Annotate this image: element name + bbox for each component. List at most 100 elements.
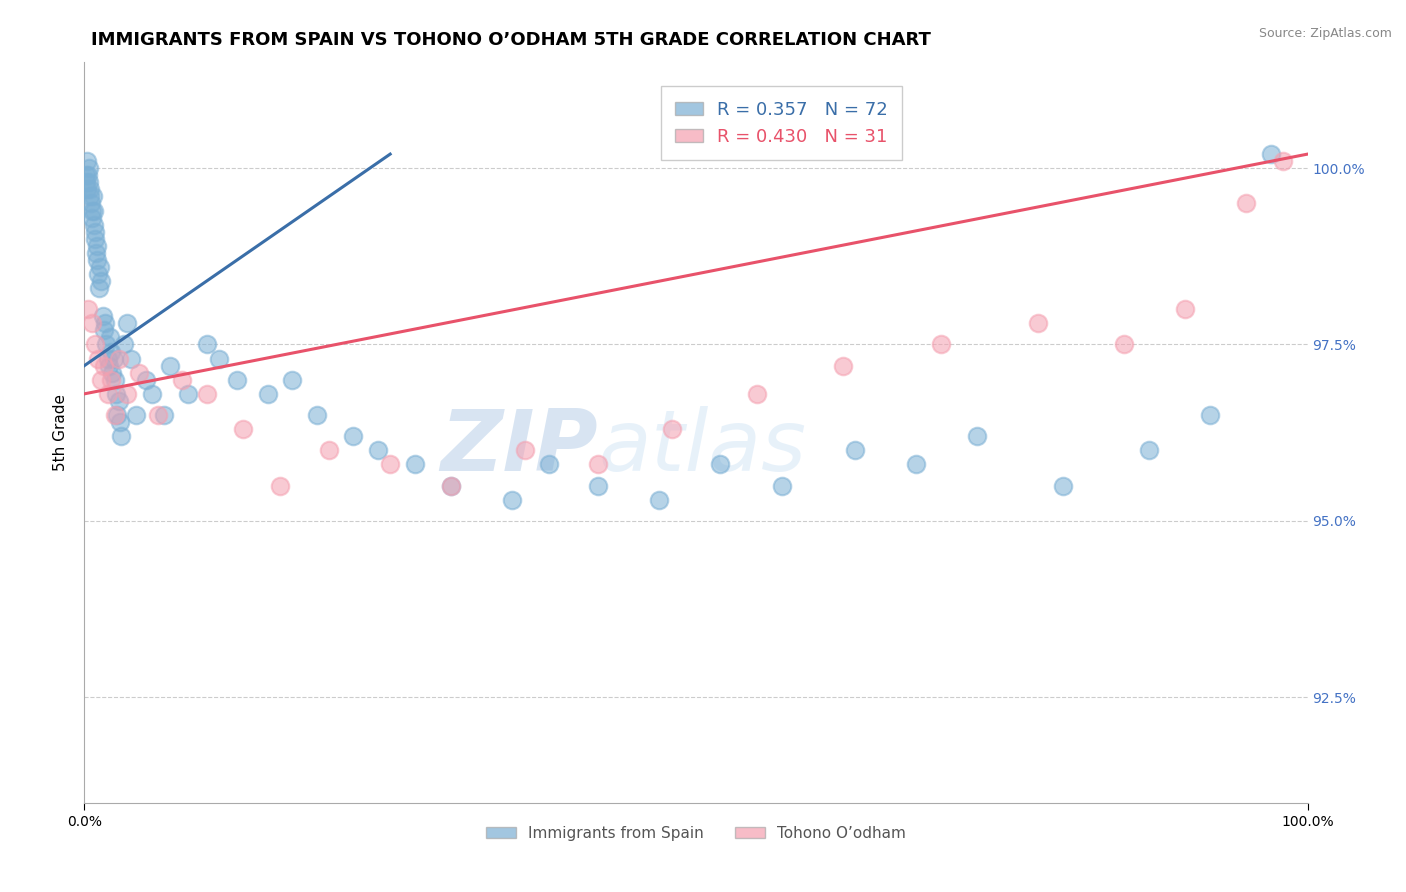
Point [107,351,129,366]
Point [440,478,463,492]
Legend: Immigrants from Spain, Tohono O’odham: Immigrants from Spain, Tohono O’odham [479,820,912,847]
Point [1174,302,1197,317]
Point [128,366,150,380]
Point [97,359,120,373]
Point [1272,154,1295,169]
Point [105,387,128,401]
Point [281,373,304,387]
Point [112,337,135,351]
Point [747,387,769,401]
Point [80,316,103,330]
Point [115,316,138,330]
Point [84,232,107,246]
Point [1260,147,1282,161]
Point [87,281,110,295]
Point [77,175,100,189]
Point [269,478,291,492]
Point [91,310,114,324]
Point [97,387,120,401]
Text: atlas: atlas [598,406,806,489]
Y-axis label: 5th Grade: 5th Grade [52,394,67,471]
Point [159,359,181,373]
Point [195,337,218,351]
Point [538,458,561,472]
Point [75,168,97,182]
Point [80,196,103,211]
Point [77,302,100,317]
Point [96,337,118,351]
Point [82,211,104,225]
Point [84,245,107,260]
Point [380,458,402,472]
Point [93,323,115,337]
Point [232,422,254,436]
Point [79,189,101,203]
Point [100,344,122,359]
Point [135,373,157,387]
Point [83,225,105,239]
Point [440,478,463,492]
Point [226,373,249,387]
Point [342,429,364,443]
Point [90,373,112,387]
Point [257,387,280,401]
Point [905,458,928,472]
Point [208,351,231,366]
Point [844,443,866,458]
Point [141,387,163,401]
Point [195,387,218,401]
Point [97,351,120,366]
Point [108,415,131,429]
Point [115,387,138,401]
Point [1198,408,1220,422]
Text: IMMIGRANTS FROM SPAIN VS TOHONO O’ODHAM 5TH GRADE CORRELATION CHART: IMMIGRANTS FROM SPAIN VS TOHONO O’ODHAM … [91,31,931,49]
Point [367,443,389,458]
Point [101,366,124,380]
Point [177,387,200,401]
Point [90,274,112,288]
Point [83,218,105,232]
Point [100,373,122,387]
Point [80,203,103,218]
Point [502,492,524,507]
Point [89,260,111,274]
Point [84,337,107,351]
Point [404,458,426,472]
Point [107,393,129,408]
Point [586,478,609,492]
Point [79,182,101,196]
Point [82,189,104,203]
Point [661,422,683,436]
Point [305,408,328,422]
Point [172,373,194,387]
Point [87,267,110,281]
Point [86,252,108,267]
Point [98,330,121,344]
Point [77,168,100,182]
Point [513,443,536,458]
Point [104,373,127,387]
Point [77,161,100,176]
Point [770,478,793,492]
Point [103,351,125,366]
Point [586,458,609,472]
Point [93,359,115,373]
Point [83,203,105,218]
Point [76,182,98,196]
Point [1114,337,1136,351]
Point [153,408,176,422]
Point [76,154,98,169]
Point [75,175,97,189]
Point [104,408,127,422]
Point [120,351,142,366]
Point [86,239,108,253]
Point [110,429,132,443]
Point [1052,478,1074,492]
Text: Source: ZipAtlas.com: Source: ZipAtlas.com [1258,27,1392,40]
Point [94,316,117,330]
Point [929,337,952,351]
Point [831,359,853,373]
Point [966,429,988,443]
Point [105,408,128,422]
Point [146,408,169,422]
